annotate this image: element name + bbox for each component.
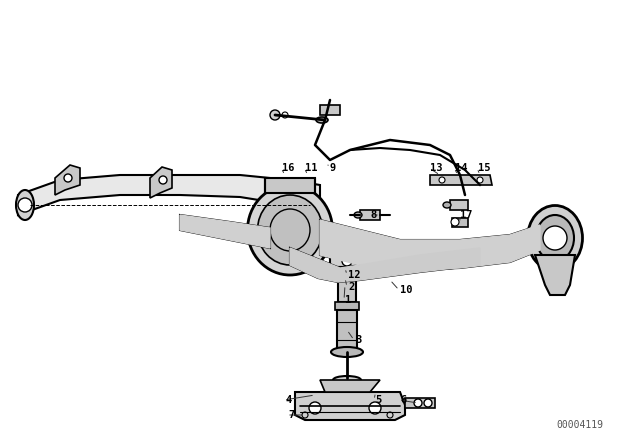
Circle shape <box>543 226 567 250</box>
Bar <box>320 105 340 115</box>
Ellipse shape <box>333 376 361 384</box>
Circle shape <box>414 399 422 407</box>
Text: 10: 10 <box>400 285 413 295</box>
Ellipse shape <box>536 215 574 261</box>
Polygon shape <box>320 380 380 392</box>
Ellipse shape <box>443 202 451 208</box>
Text: 8: 8 <box>370 210 376 220</box>
Text: 9: 9 <box>330 163 336 173</box>
Circle shape <box>18 198 32 212</box>
Polygon shape <box>295 392 405 420</box>
Circle shape <box>282 112 288 118</box>
Polygon shape <box>535 255 575 295</box>
Polygon shape <box>55 165 80 195</box>
Bar <box>330 255 365 267</box>
Text: 16: 16 <box>282 163 294 173</box>
Circle shape <box>64 174 72 182</box>
Bar <box>450 200 468 210</box>
Bar <box>405 398 435 408</box>
Polygon shape <box>430 175 492 185</box>
Polygon shape <box>18 175 320 215</box>
Circle shape <box>342 256 352 266</box>
Bar <box>265 178 315 193</box>
Text: 17: 17 <box>460 210 472 220</box>
Text: 1: 1 <box>345 295 351 305</box>
Ellipse shape <box>331 347 363 357</box>
Text: 2: 2 <box>348 282 355 292</box>
Circle shape <box>477 177 483 183</box>
Text: 7: 7 <box>288 410 294 420</box>
Bar <box>360 210 380 220</box>
Text: 3: 3 <box>355 335 361 345</box>
Text: 12: 12 <box>348 270 360 280</box>
Text: 11: 11 <box>305 163 317 173</box>
Text: 5: 5 <box>375 395 381 405</box>
Text: 4: 4 <box>285 395 291 405</box>
Polygon shape <box>180 215 270 248</box>
Text: 00004119: 00004119 <box>557 420 604 430</box>
Circle shape <box>451 218 459 226</box>
Text: 15: 15 <box>478 163 490 173</box>
Ellipse shape <box>316 117 328 123</box>
Ellipse shape <box>248 185 333 275</box>
Ellipse shape <box>16 190 34 220</box>
Bar <box>337 310 357 350</box>
Circle shape <box>159 176 167 184</box>
Ellipse shape <box>257 195 323 265</box>
Polygon shape <box>150 167 172 198</box>
Circle shape <box>369 402 381 414</box>
Circle shape <box>309 402 321 414</box>
Polygon shape <box>320 220 540 270</box>
Polygon shape <box>290 248 480 282</box>
Bar <box>452 218 468 227</box>
Bar <box>335 302 359 310</box>
Bar <box>338 267 356 302</box>
Text: 14: 14 <box>455 163 467 173</box>
Ellipse shape <box>354 212 362 218</box>
Text: 6: 6 <box>400 395 406 405</box>
Text: 13: 13 <box>430 163 442 173</box>
Circle shape <box>424 399 432 407</box>
Circle shape <box>270 110 280 120</box>
Ellipse shape <box>527 206 582 271</box>
Circle shape <box>439 177 445 183</box>
